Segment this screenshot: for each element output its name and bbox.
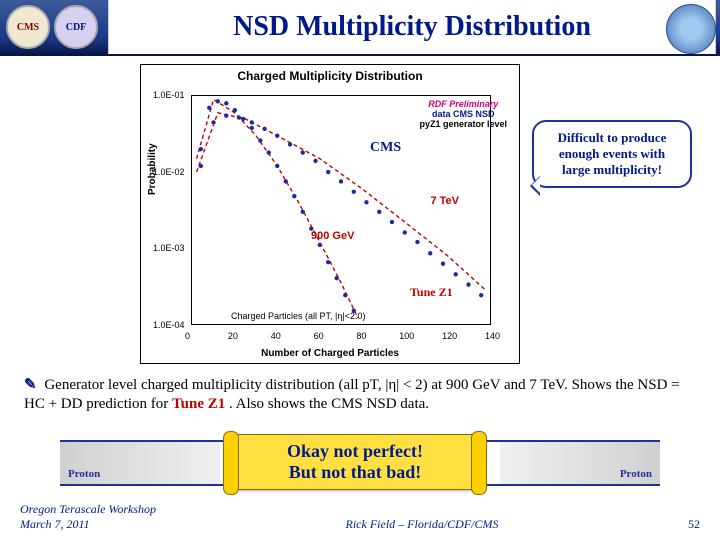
xtick: 80 xyxy=(356,331,366,341)
footer-author: Rick Field – Florida/CDF/CMS xyxy=(346,517,499,532)
slide-header: CMS CDF NSD Multiplicity Distribution xyxy=(0,0,720,56)
legend-prelim: RDF Preliminary xyxy=(419,99,507,109)
label-7tev: 7 TeV xyxy=(430,195,459,207)
xtick: 140 xyxy=(485,331,500,341)
legend-data: data CMS NSD xyxy=(419,109,507,119)
multiplicity-chart: Charged Multiplicity Distribution Probab… xyxy=(140,64,520,364)
chart-title: Charged Multiplicity Distribution xyxy=(141,65,519,87)
xtick: 0 xyxy=(185,331,190,341)
ytick: 1.0E-02 xyxy=(153,167,185,177)
legend-gen: pyZ1 generator level xyxy=(419,119,507,129)
xtick: 40 xyxy=(271,331,281,341)
xtick: 100 xyxy=(399,331,414,341)
chart-xlabel: Number of Charged Particles xyxy=(141,348,519,359)
logo-group: CMS CDF xyxy=(0,3,104,51)
slide-title: NSD Multiplicity Distribution xyxy=(108,0,716,54)
chart-legend: RDF Preliminary data CMS NSD pyZ1 genera… xyxy=(419,99,507,129)
ytick: 1.0E-03 xyxy=(153,243,185,253)
footer-page: 52 xyxy=(688,517,700,532)
label-ptcut: Charged Particles (all PT, |η|<2.0) xyxy=(231,311,366,321)
ytick: 1.0E-04 xyxy=(153,320,185,330)
footer-left: Oregon Terascale Workshop March 7, 2011 xyxy=(20,502,156,532)
body-text-after: . Also shows the CMS NSD data. xyxy=(229,396,429,412)
ytick: 1.0E-01 xyxy=(153,90,185,100)
tune-callout: Tune Z1 xyxy=(410,285,453,300)
banner-proton-right: Proton xyxy=(620,468,652,480)
bullet-arrow-icon: ✎ xyxy=(24,377,37,393)
xtick: 120 xyxy=(442,331,457,341)
label-900gev: 900 GeV xyxy=(311,230,354,242)
banner-proton-left: Proton xyxy=(68,468,100,480)
scroll-note: Okay not perfect! But not that bad! xyxy=(230,434,480,490)
cms-callout: CMS xyxy=(370,140,401,156)
slide-footer: Oregon Terascale Workshop March 7, 2011 … xyxy=(20,502,700,532)
speech-bubble: Difficult to produce enough events with … xyxy=(532,120,692,188)
footer-date: March 7, 2011 xyxy=(20,517,156,532)
corner-logo-icon xyxy=(666,4,716,54)
body-tune-label: Tune Z1 xyxy=(172,396,225,412)
note-line-1: Okay not perfect! xyxy=(245,441,465,462)
body-paragraph: ✎ Generator level charged multiplicity d… xyxy=(24,376,696,414)
note-line-2: But not that bad! xyxy=(245,462,465,483)
footer-workshop: Oregon Terascale Workshop xyxy=(20,502,156,517)
xtick: 20 xyxy=(228,331,238,341)
cms-logo-icon: CMS xyxy=(6,5,50,49)
xtick: 60 xyxy=(314,331,324,341)
cdf-logo-icon: CDF xyxy=(54,5,98,49)
